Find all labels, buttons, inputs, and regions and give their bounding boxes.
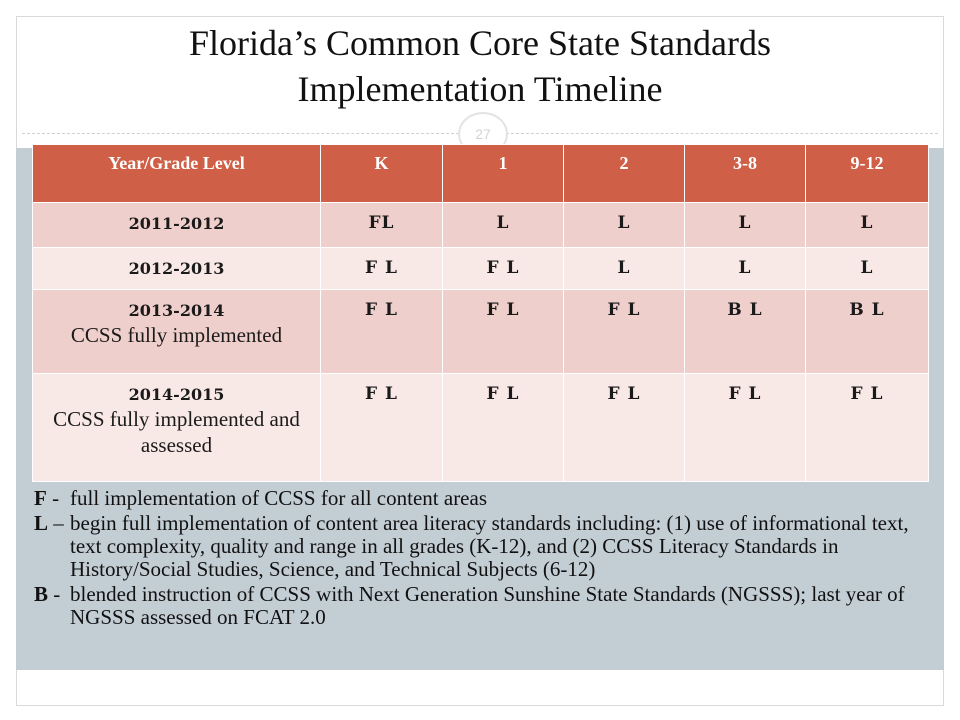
legend-text: blended instruction of CCSS with Next Ge… — [70, 582, 905, 629]
row-year-cell: 2012-2013 — [32, 247, 321, 290]
cell-2: F L — [563, 373, 685, 482]
row-year: 2012-2013 — [128, 259, 225, 278]
cell-k: F L — [320, 289, 443, 374]
legend-key: L – — [34, 511, 64, 535]
cell-1: L — [442, 202, 564, 248]
title-line-1: Florida’s Common Core State Standards — [189, 23, 771, 63]
row-year: 2013-2014 — [128, 301, 225, 320]
row-note: CCSS fully implemented and assessed — [53, 407, 300, 457]
row-year: 2011-2012 — [128, 214, 225, 233]
cell-2: F L — [563, 289, 685, 374]
legend-key: F - — [34, 486, 60, 510]
cell-9-12: B L — [805, 289, 929, 374]
row-year-cell: 2011-2012 — [32, 202, 321, 248]
cell-3-8: B L — [684, 289, 806, 374]
table-row: 2011-2012 FL L L L L — [32, 202, 929, 248]
row-note: CCSS fully implemented — [70, 323, 283, 347]
legend-text: full implementation of CCSS for all cont… — [70, 486, 487, 510]
table-row: 2012-2013 F L F L L L L — [32, 247, 929, 290]
title-line-2: Implementation Timeline — [297, 69, 663, 109]
legend-key: B - — [34, 582, 61, 606]
cell-3-8: L — [684, 202, 806, 248]
legend-item-b: B - blended instruction of CCSS with Nex… — [34, 583, 914, 629]
legend-item-l: L – begin full implementation of content… — [34, 512, 914, 581]
row-year-cell: 2013-2014 CCSS fully implemented — [32, 289, 321, 374]
cell-3-8: F L — [684, 373, 806, 482]
cell-1: F L — [442, 247, 564, 290]
cell-9-12: L — [805, 202, 929, 248]
cell-2: L — [563, 202, 685, 248]
cell-1: F L — [442, 289, 564, 374]
table-row: 2014-2015 CCSS fully implemented and ass… — [32, 373, 929, 482]
implementation-timeline-table: Year/Grade Level K 1 2 3-8 9-12 2011-201… — [32, 144, 929, 482]
header-grade-k: K — [320, 144, 443, 203]
cell-k: FL — [320, 202, 443, 248]
legend: F - full implementation of CCSS for all … — [34, 487, 914, 631]
header-grade-3-8: 3-8 — [684, 144, 806, 203]
cell-1: F L — [442, 373, 564, 482]
slide-title: Florida’s Common Core State Standards Im… — [16, 20, 944, 112]
row-year: 2014-2015 — [128, 385, 225, 404]
header-grade-1: 1 — [442, 144, 564, 203]
table-row: 2013-2014 CCSS fully implemented F L F L… — [32, 289, 929, 374]
cell-2: L — [563, 247, 685, 290]
cell-9-12: F L — [805, 373, 929, 482]
cell-k: F L — [320, 373, 443, 482]
legend-text: begin full implementation of content are… — [70, 511, 909, 581]
legend-item-f: F - full implementation of CCSS for all … — [34, 487, 914, 510]
header-grade-2: 2 — [563, 144, 685, 203]
row-year-cell: 2014-2015 CCSS fully implemented and ass… — [32, 373, 321, 482]
cell-k: F L — [320, 247, 443, 290]
cell-3-8: L — [684, 247, 806, 290]
cell-9-12: L — [805, 247, 929, 290]
header-year-grade: Year/Grade Level — [32, 144, 321, 203]
table-header-row: Year/Grade Level K 1 2 3-8 9-12 — [32, 144, 929, 203]
header-grade-9-12: 9-12 — [805, 144, 929, 203]
